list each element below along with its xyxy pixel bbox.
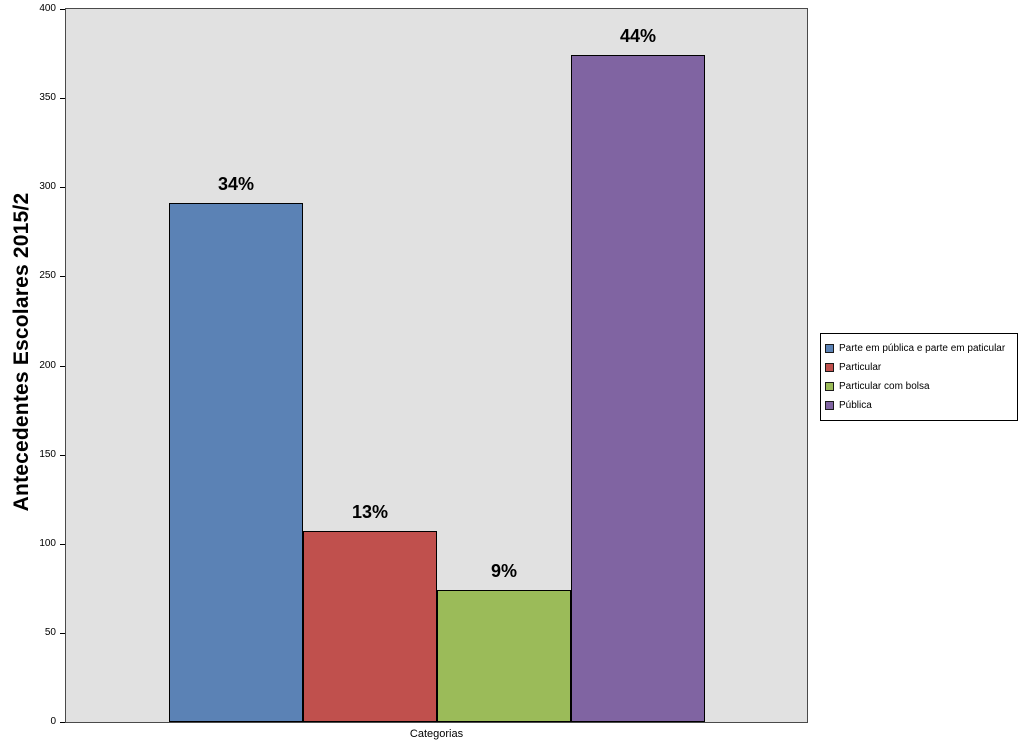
legend-item: Particular com bolsa bbox=[825, 377, 1013, 396]
legend-label: Parte em pública e parte em paticular bbox=[839, 343, 1006, 354]
y-tick-label: 350 bbox=[39, 92, 56, 104]
y-tick-mark bbox=[60, 98, 65, 99]
legend-item: Parte em pública e parte em paticular bbox=[825, 339, 1013, 358]
legend-item: Particular bbox=[825, 358, 1013, 377]
y-tick-label: 400 bbox=[39, 3, 56, 14]
legend-label: Particular bbox=[839, 362, 882, 373]
legend-label: Pública bbox=[839, 400, 872, 411]
legend-swatch bbox=[825, 344, 834, 353]
bar-1 bbox=[169, 203, 303, 722]
y-tick-label: 50 bbox=[44, 626, 56, 638]
y-axis-title: Antecedentes Escolares 2015/2 bbox=[10, 192, 33, 512]
y-tick-label: 150 bbox=[39, 448, 56, 460]
y-tick-mark bbox=[60, 187, 65, 188]
x-axis-label: Categorias bbox=[409, 728, 464, 740]
y-tick-mark bbox=[60, 544, 65, 545]
legend-swatch bbox=[825, 382, 834, 391]
y-tick-mark bbox=[60, 722, 65, 723]
bar-value-label: 34% bbox=[217, 174, 255, 194]
y-tick-label: 300 bbox=[39, 181, 56, 193]
bar-3 bbox=[437, 590, 571, 722]
legend-label: Particular com bolsa bbox=[839, 381, 930, 392]
bar-value-label: 13% bbox=[351, 502, 389, 522]
y-tick-mark bbox=[60, 276, 65, 277]
y-tick-mark bbox=[60, 366, 65, 367]
y-tick-mark bbox=[60, 633, 65, 634]
bar-value-label: 9% bbox=[490, 561, 518, 581]
legend-swatch bbox=[825, 401, 834, 410]
plot-area: 34% 13% 9% 44% bbox=[65, 8, 808, 723]
y-tick-mark bbox=[60, 9, 65, 10]
y-tick-mark bbox=[60, 455, 65, 456]
legend-item: Pública bbox=[825, 396, 1013, 415]
bar-4 bbox=[571, 55, 705, 722]
legend: Parte em pública e parte em paticular Par… bbox=[820, 333, 1018, 421]
legend-swatch bbox=[825, 363, 834, 372]
y-tick-label: 250 bbox=[39, 270, 56, 282]
y-tick-label: 100 bbox=[39, 537, 56, 549]
bar-2 bbox=[303, 531, 437, 722]
y-tick-label: 0 bbox=[50, 716, 56, 727]
y-tick-label: 200 bbox=[39, 359, 56, 371]
bar-value-label: 44% bbox=[619, 26, 657, 46]
